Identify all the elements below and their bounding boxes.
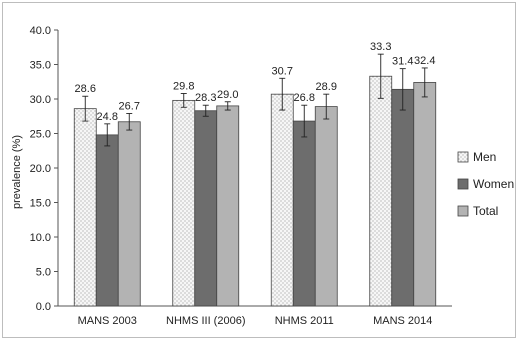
bar-women [292, 120, 316, 307]
data-label: 28.9 [316, 81, 337, 93]
bar-men [270, 93, 294, 307]
y-tick-label: 25.0 [30, 129, 51, 141]
y-tick-label: 40.0 [30, 25, 51, 37]
bar-men [73, 108, 97, 307]
bars: 28.6 24.826.7 29.828.3 29.0 30.7 26.828.9 33.3… [73, 41, 437, 307]
data-label: 28.6 [75, 83, 96, 95]
data-label: 24.8 [97, 111, 118, 123]
y-tick-label: 5.0 [36, 267, 51, 279]
bar-total [216, 105, 240, 307]
bar-women [95, 134, 119, 307]
data-label: 32.4 [414, 55, 435, 67]
data-label: 33.3 [370, 41, 391, 53]
legend-swatch-men [457, 151, 469, 163]
x-tick-label: MANS 2014 [373, 315, 432, 327]
x-tick-label: MANS 2003 [78, 315, 137, 327]
y-axis-label: prevalence (%) [11, 135, 23, 209]
y-tick-label: 10.0 [30, 232, 51, 244]
bar-men [172, 99, 196, 307]
bar-women [194, 110, 218, 307]
bar-women [391, 88, 415, 307]
bar-total [314, 106, 338, 307]
x-axis: MANS 2003 NHMS III (2006) NHMS 2011 MANS 20… [58, 305, 452, 327]
legend-label-men: Men [473, 150, 496, 164]
data-label: 29.8 [173, 80, 194, 92]
y-tick-label: 20.0 [30, 163, 51, 175]
y-tick-label: 35.0 [30, 60, 51, 72]
data-label: 26.7 [119, 100, 140, 112]
data-label: 31.4 [392, 56, 413, 68]
legend: Men Women Total [457, 150, 514, 218]
x-tick-label: NHMS 2011 [275, 315, 334, 327]
y-axis: 0.0 5.0 10.0 15.0 20.0 25.0 30.0 35.0 40.0 [30, 25, 59, 313]
data-label: 28.3 [195, 92, 216, 104]
data-label: 30.7 [272, 65, 293, 77]
legend-label-total: Total [473, 204, 498, 218]
y-tick-label: 0.0 [36, 301, 51, 313]
y-tick-label: 15.0 [30, 198, 51, 210]
legend-label-women: Women [473, 177, 514, 191]
legend-swatch-women [457, 178, 469, 190]
bar-total [117, 121, 141, 307]
bar-men [369, 75, 393, 307]
bar-total [413, 82, 437, 307]
data-label: 29.0 [217, 89, 238, 101]
legend-swatch-total [457, 205, 469, 217]
data-label: 26.8 [294, 92, 315, 104]
y-tick-label: 30.0 [30, 94, 51, 106]
x-tick-label: NHMS III (2006) [166, 315, 245, 327]
